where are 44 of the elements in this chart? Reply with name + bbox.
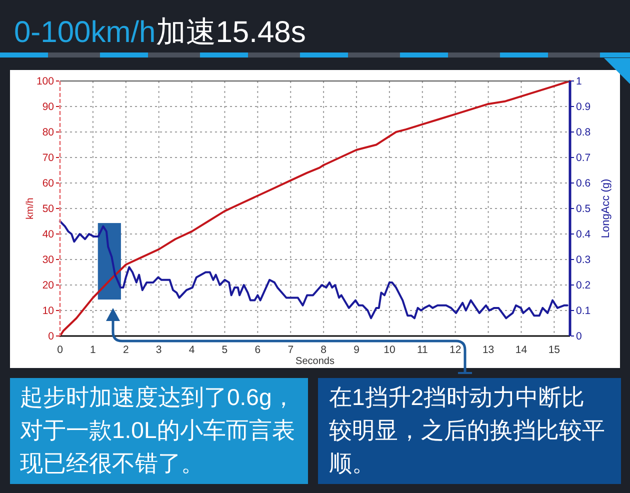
x-tick-label: 9 <box>354 344 360 356</box>
y-tick-label: 0 <box>48 330 54 342</box>
x-tick-label: 3 <box>156 344 162 356</box>
y-tick-label: 20 <box>42 280 54 292</box>
y-tick-label: 100 <box>36 76 54 88</box>
x-tick-label: 0 <box>57 344 63 356</box>
y2-tick-label: 0.8 <box>576 126 591 138</box>
x-tick-label: 10 <box>384 344 396 356</box>
y2-tick-label: 0.7 <box>576 152 591 164</box>
y-tick-label: 80 <box>42 126 54 138</box>
annotation: 在1挡升2挡时动力中断比较明显，之后的换挡比较平顺。 <box>318 378 621 484</box>
x-tick-label: 1 <box>90 344 96 356</box>
y2-tick-label: 0.1 <box>576 305 591 317</box>
x-tick-label: 14 <box>515 344 528 356</box>
y2-tick-label: 0.2 <box>576 280 591 292</box>
y-tick-label: 60 <box>42 178 54 190</box>
x-tick-label: 5 <box>222 344 228 356</box>
y2-tick-label: 0.3 <box>576 254 591 266</box>
x-tick-label: 12 <box>450 344 462 356</box>
y-tick-label: 50 <box>42 203 54 215</box>
y2-tick-label: 0.6 <box>576 178 591 190</box>
x-tick-label: 8 <box>320 344 326 356</box>
y-tick-label: 30 <box>42 254 54 266</box>
annotation: 起步时加速度达到了0.6g，对于一款1.0L的小车而言表现已经很不错了。 <box>10 378 308 484</box>
x-tick-label: 2 <box>122 344 129 356</box>
ylabel: km/h <box>25 198 36 220</box>
y-tick-label: 10 <box>42 305 54 317</box>
y2-tick-label: 0.4 <box>576 228 591 240</box>
y2-tick-label: 1 <box>576 76 582 88</box>
y2-tick-label: 0 <box>576 330 582 342</box>
y2label: LongAcc (g) <box>600 178 612 238</box>
y-tick-label: 90 <box>42 101 54 113</box>
x-tick-label: 4 <box>188 344 195 356</box>
xlabel: Seconds <box>296 356 334 367</box>
y2-tick-label: 0.5 <box>576 203 591 215</box>
y-tick-label: 40 <box>42 228 54 240</box>
x-tick-label: 6 <box>254 344 261 356</box>
y-tick-label: 70 <box>42 152 54 164</box>
x-tick-label: 7 <box>288 344 294 356</box>
x-tick-label: 11 <box>416 344 428 356</box>
x-tick-label: 15 <box>548 344 560 356</box>
x-tick-label: 13 <box>482 344 494 356</box>
title: 0-100km/h加速15.48s <box>14 16 306 49</box>
y2-tick-label: 0.9 <box>576 101 591 113</box>
